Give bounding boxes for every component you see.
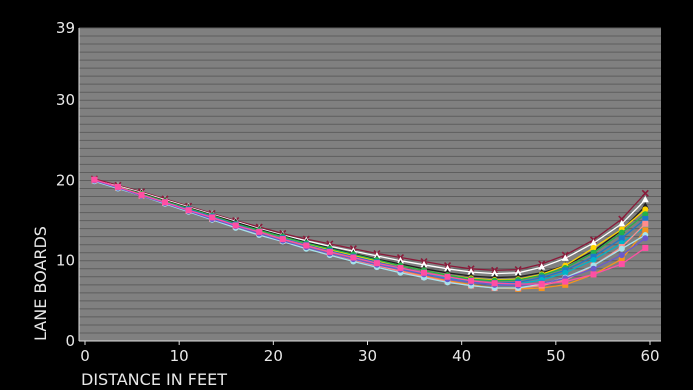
- data-point: [468, 277, 475, 284]
- data-point: [538, 263, 546, 270]
- data-point: [421, 269, 427, 276]
- data-point: [618, 235, 625, 242]
- series-line: [94, 178, 646, 272]
- data-point: [326, 248, 333, 255]
- data-point: [562, 278, 569, 285]
- data-point: [618, 219, 626, 227]
- data-point: [590, 265, 597, 272]
- y-tick-label: 39: [56, 19, 75, 37]
- data-point: [618, 229, 625, 236]
- data-point: [590, 244, 597, 251]
- data-point: [618, 252, 625, 259]
- data-point: [562, 281, 569, 288]
- series-line: [94, 179, 646, 279]
- data-point: [444, 273, 451, 280]
- data-point: [373, 260, 380, 267]
- data-point: [590, 271, 597, 278]
- x-tick-label: 60: [640, 347, 659, 365]
- y-tick-label: 10: [56, 252, 75, 270]
- data-point: [256, 228, 263, 235]
- series-line: [94, 179, 646, 287]
- x-tick-label: 20: [264, 347, 283, 365]
- x-axis-title: DISTANCE IN FEET: [81, 370, 227, 389]
- data-point: [618, 260, 625, 267]
- data-point: [590, 253, 597, 260]
- data-point: [562, 269, 569, 276]
- series-11: [91, 176, 649, 288]
- series-line: [94, 179, 646, 282]
- x-tick-label: 40: [452, 347, 471, 365]
- series-group: [90, 175, 649, 292]
- x-tick-label: 10: [170, 347, 189, 365]
- data-point: [232, 222, 239, 229]
- y-axis-title: LANE BOARDS: [31, 226, 50, 341]
- data-point: [642, 227, 649, 234]
- data-point: [491, 280, 498, 287]
- data-point: [642, 244, 649, 251]
- series-line: [94, 179, 646, 275]
- gridlines: [79, 27, 661, 334]
- data-point: [641, 189, 649, 197]
- data-point: [303, 242, 310, 249]
- tick-labels: 0 10 20 30 40 50 60 0 10 20 30 39: [56, 19, 660, 365]
- data-point: [642, 216, 649, 223]
- data-point: [350, 254, 357, 261]
- x-tick-label: 30: [358, 347, 377, 365]
- x-tick-label: 50: [546, 347, 565, 365]
- data-point: [138, 191, 145, 198]
- data-point: [515, 281, 522, 288]
- data-point: [538, 281, 545, 288]
- y-tick-label: 0: [65, 332, 75, 350]
- data-point: [467, 267, 475, 275]
- data-point: [618, 245, 625, 252]
- data-point: [279, 236, 286, 243]
- data-point: [590, 239, 597, 246]
- y-tick-label: 30: [56, 91, 75, 109]
- series-line: [94, 179, 646, 285]
- data-point: [397, 264, 404, 271]
- data-point: [618, 256, 625, 263]
- data-point: [642, 206, 649, 213]
- data-point: [642, 220, 649, 227]
- axes: [78, 28, 661, 345]
- data-point: [185, 207, 192, 214]
- plot-area: [79, 28, 661, 341]
- data-point: [491, 269, 499, 277]
- data-point: [590, 256, 597, 263]
- y-tick-label: 20: [56, 171, 75, 189]
- data-point: [561, 254, 569, 261]
- data-point: [114, 183, 121, 190]
- x-tick-label: 0: [80, 347, 90, 365]
- data-point: [641, 195, 649, 203]
- data-point: [514, 268, 522, 276]
- data-point: [91, 176, 98, 183]
- data-point: [209, 214, 216, 221]
- data-point: [642, 235, 649, 242]
- data-point: [420, 260, 428, 268]
- data-point: [642, 211, 649, 218]
- data-point: [162, 199, 169, 206]
- data-point: [444, 264, 452, 272]
